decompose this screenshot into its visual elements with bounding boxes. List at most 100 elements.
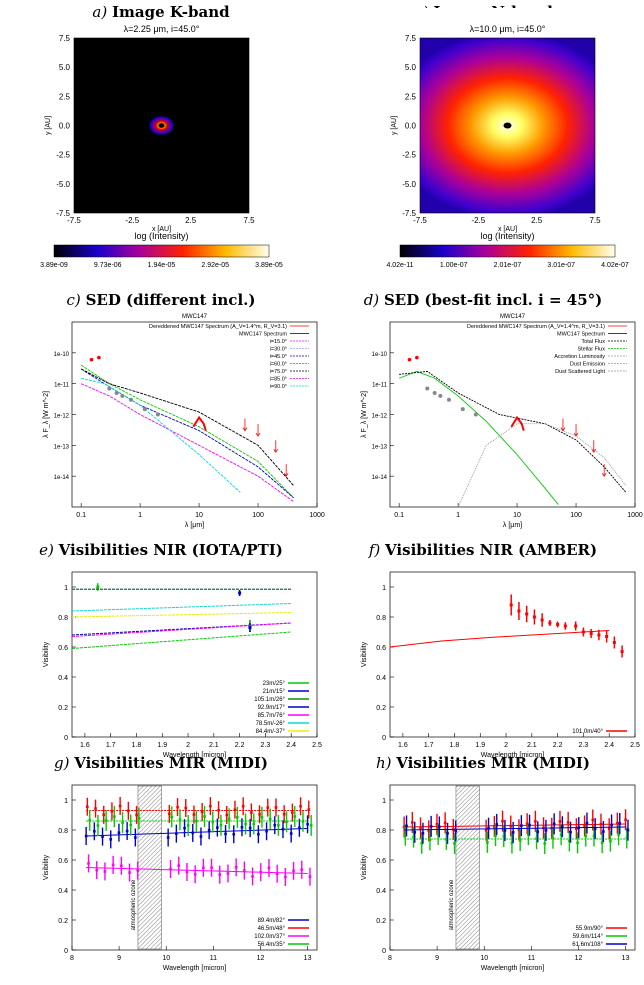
y-tick-label: 0 [382, 735, 386, 742]
y-axis-label: Visibility [361, 641, 368, 667]
panel-title: d) SED (best-fit incl. i = 45°) [364, 291, 603, 309]
data-point [617, 833, 620, 837]
x-axis-label: x [AU] [152, 226, 171, 233]
data-point [176, 805, 179, 809]
data-point [178, 818, 182, 822]
colorbar-tick-label: 1.94e-05 [148, 262, 176, 269]
data-point [127, 809, 130, 813]
data-point [600, 841, 604, 844]
legend-entry: 23m/25° [263, 681, 286, 687]
data-point [121, 821, 124, 824]
data-point [609, 839, 612, 843]
data-point [103, 870, 107, 873]
y-tick-label: 0.6 [58, 858, 68, 865]
panel-title: e) Visibilities NIR (IOTA/PTI) [39, 541, 283, 559]
x-tick-label: 2.5 [531, 216, 543, 225]
data-point [183, 826, 186, 830]
data-point [405, 824, 408, 828]
data-point [236, 816, 239, 819]
legend-entry: i=30.0° [270, 347, 287, 353]
data-point [612, 641, 616, 644]
x-tick-label: 8 [70, 955, 74, 962]
x-tick-label: 1.6 [80, 742, 90, 749]
data-point [299, 804, 302, 808]
data-point [558, 820, 562, 823]
panel-label: g) [54, 754, 74, 772]
data-point [535, 837, 538, 840]
image-subtitle: λ=10.0 μm, i=45.0° [470, 24, 546, 34]
y-tick-label: 1e-13 [54, 444, 70, 450]
data-point [293, 815, 297, 818]
model-curve [71, 603, 292, 612]
data-point [248, 626, 252, 629]
panel-title: f) Visibilities NIR (AMBER) [368, 541, 597, 559]
photometry-point [438, 393, 443, 398]
data-point [218, 873, 222, 876]
legend-entry: Stellar Flux [577, 347, 605, 353]
n-band-inner-hole [503, 122, 512, 129]
clip-mask [410, 8, 605, 38]
data-point [195, 819, 198, 823]
y-tick-label: -5.0 [56, 180, 70, 189]
sed-model-curve [80, 368, 294, 499]
data-point [308, 875, 312, 878]
colorbar [399, 244, 616, 258]
x-tick-label: 1.8 [450, 742, 460, 749]
data-point [574, 624, 578, 628]
legend-entry: 89.4m/82° [258, 918, 286, 924]
data-point [192, 813, 196, 816]
data-point [87, 862, 90, 865]
data-point [207, 828, 211, 832]
legend-entry: 102.0m/37° [254, 934, 285, 940]
legend-entry: 105.1m/26° [254, 697, 285, 703]
data-point [210, 866, 213, 869]
x-tick-label: 9 [117, 955, 121, 962]
data-point [241, 804, 245, 808]
y-tick-label: 0.6 [58, 645, 68, 652]
x-tick-label: -2.5 [125, 216, 139, 225]
data-point [597, 633, 601, 637]
data-point [610, 823, 613, 827]
x-axis-label: λ [μm] [185, 522, 204, 529]
y-tick-label: -7.5 [402, 209, 416, 218]
x-tick-label: 1.6 [398, 742, 408, 749]
data-point [244, 822, 247, 826]
x-tick-label: 100 [252, 512, 264, 519]
data-point [583, 824, 586, 828]
data-point [607, 827, 611, 831]
y-tick-label: 1e-11 [54, 383, 70, 389]
ozone-label: atmospheric ozone [131, 879, 137, 930]
data-point [169, 867, 172, 871]
data-point [219, 823, 223, 827]
photometry-point [432, 390, 437, 395]
x-tick-label: 10 [513, 512, 521, 519]
x-tick-label: 1.7 [424, 742, 434, 749]
panel-label: c) [67, 291, 86, 309]
x-axis-label: x [AU] [498, 226, 517, 233]
data-point [543, 842, 547, 845]
x-tick-label: 0.1 [76, 512, 86, 519]
data-point [251, 875, 254, 878]
data-point [552, 822, 556, 826]
data-point [277, 823, 280, 827]
y-tick-label: 0.4 [376, 675, 386, 682]
data-point [436, 833, 440, 836]
data-point [300, 868, 304, 871]
legend-entry: 78.5m/-26° [256, 721, 286, 727]
sed-model-curve [81, 377, 241, 493]
y-tick-label: 0.4 [376, 888, 386, 895]
data-point [260, 815, 264, 819]
data-point [125, 829, 129, 833]
photometry-point [155, 412, 160, 417]
legend-entry: i=15.0° [270, 339, 287, 345]
data-point [494, 834, 497, 837]
data-point [575, 827, 578, 831]
data-point [134, 836, 137, 839]
x-tick-label: 8 [388, 955, 392, 962]
y-tick-label: 2.5 [405, 92, 417, 101]
data-point [258, 812, 261, 816]
data-point [561, 825, 564, 829]
data-point [177, 864, 181, 867]
data-point [309, 824, 313, 827]
panel-title-text: Image K-band [112, 3, 230, 21]
